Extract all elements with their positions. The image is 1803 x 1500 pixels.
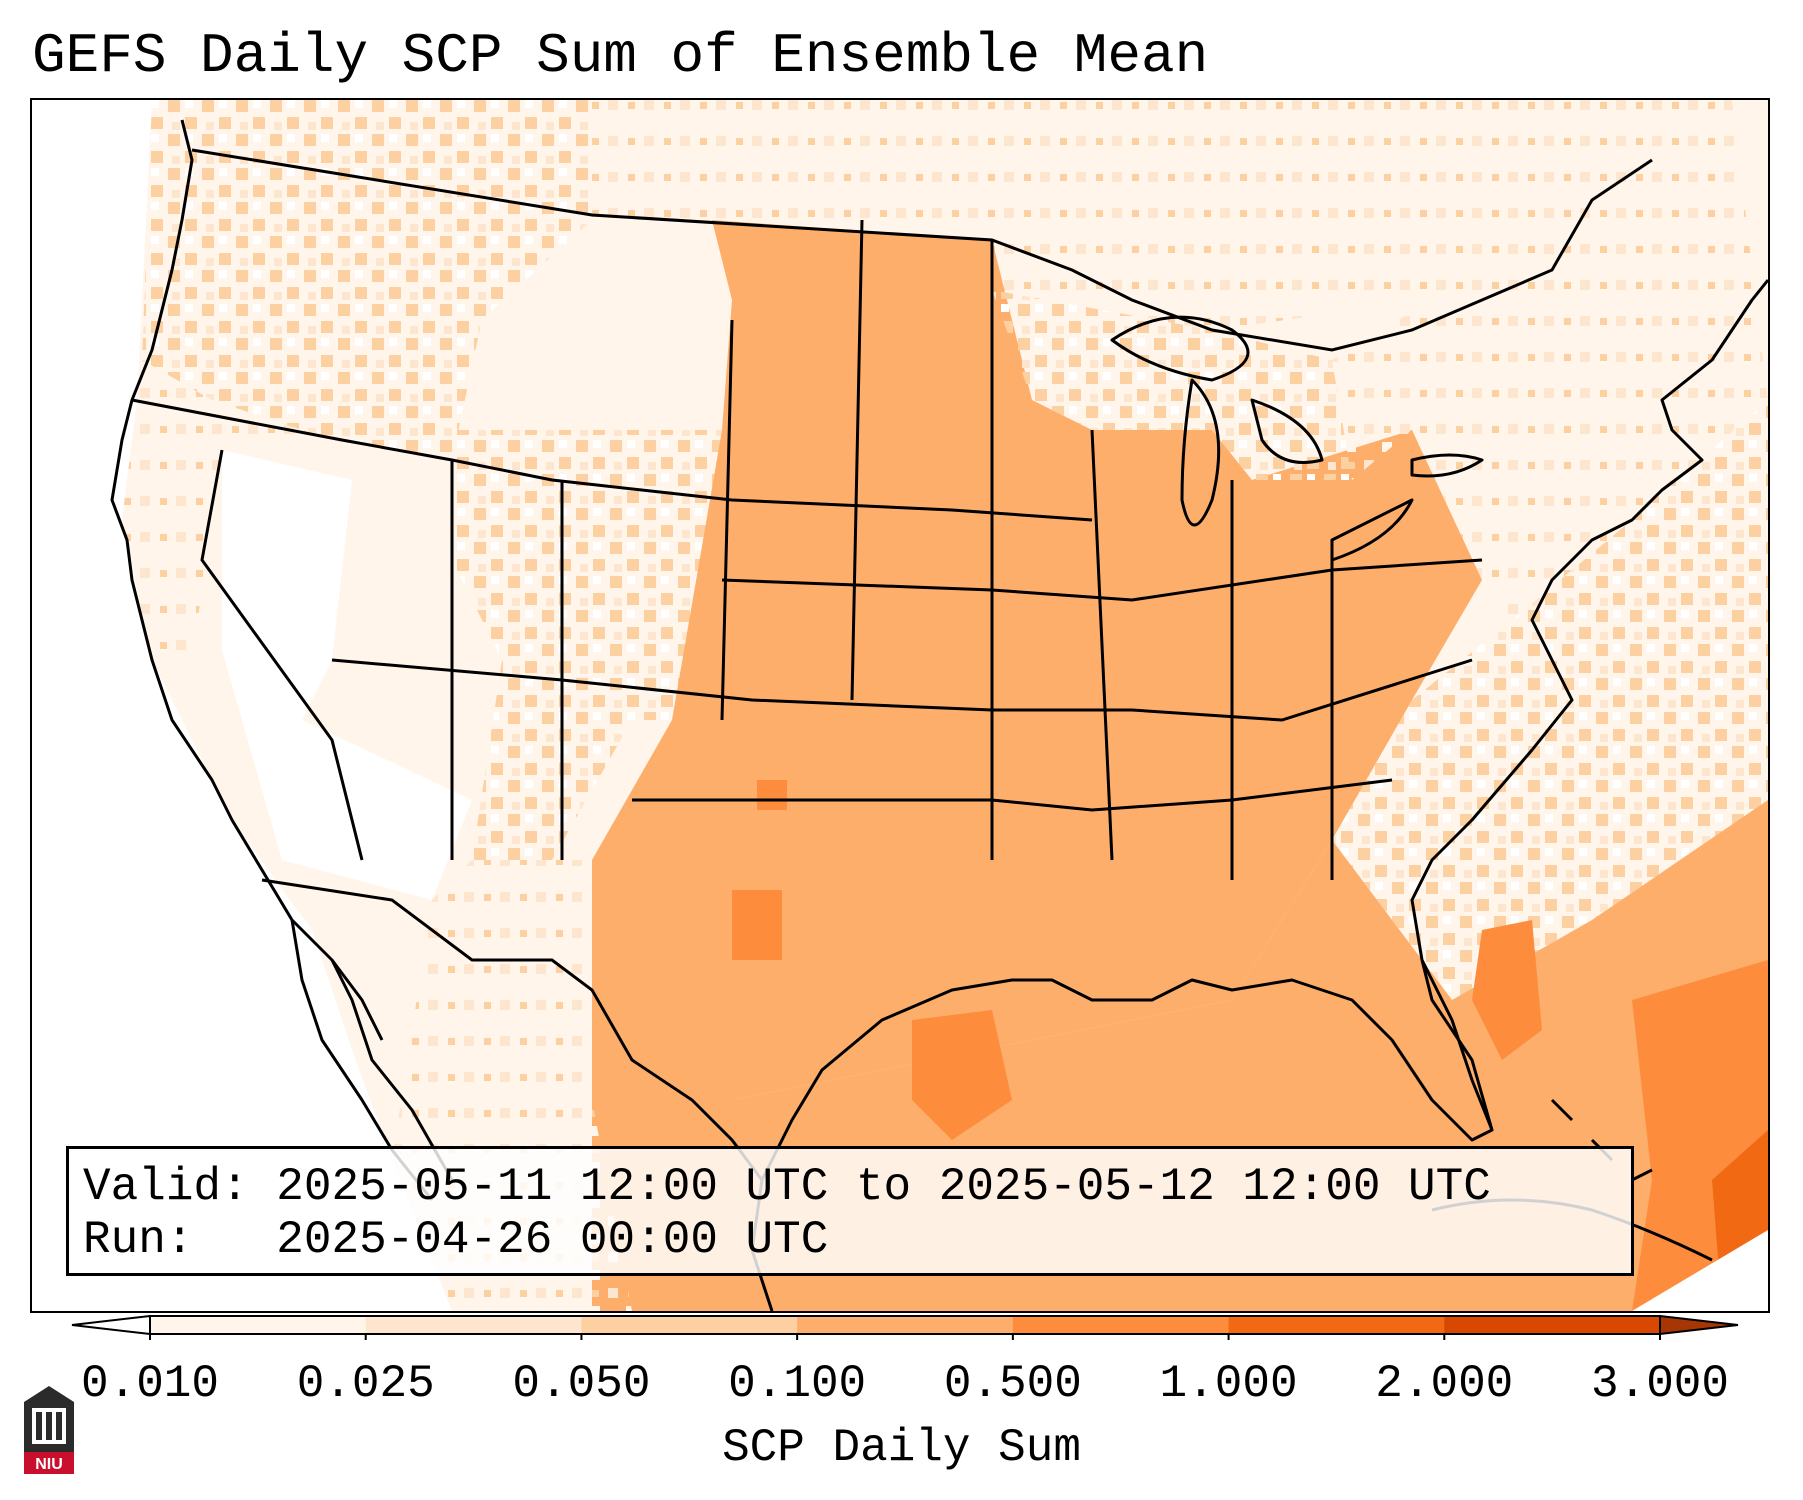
field-projection-edge [1632,1230,1768,1311]
border-states-central [721,558,1483,602]
field-north [592,100,1432,330]
field-great-lakes [992,290,1352,480]
colorbar-tick-label: 0.010 [80,1358,220,1410]
colorbar-segments [71,1314,1739,1336]
validity-info-box: Valid: 2025-05-11 12:00 UTC to 2025-05-1… [66,1146,1634,1276]
border-mexico [261,878,764,1181]
field-northeast [1332,100,1768,620]
field-high-panhandle [757,780,787,810]
valid-label: Valid: [83,1161,249,1213]
field-rockies [452,430,722,860]
field-high-texas [732,890,782,960]
field-high-gulf-west [912,1010,1012,1140]
map-panel [30,98,1770,1313]
lake-superior [1110,315,1250,382]
colorbar-segment [1444,1316,1661,1334]
lake-huron [1250,398,1324,464]
colorbar-extend-min [71,1314,151,1336]
valid-line: Valid: 2025-05-11 12:00 UTC to 2025-05-1… [83,1161,1617,1214]
colorbar-extend-max [1659,1314,1739,1336]
colorbar-segment [797,1316,1014,1334]
run-line: Run: 2025-04-26 00:00 UTC [83,1214,1617,1267]
coast-gulf [760,959,1494,1181]
colorbar-segment [1228,1316,1445,1334]
colorbar-segment [150,1316,367,1334]
colorbar-tick-label: 0.050 [512,1358,651,1410]
colorbar-outline [149,1315,1661,1335]
map-canvas [32,100,1768,1311]
field-northwest [142,100,592,460]
colorbar-tick-label: 0.100 [728,1358,867,1410]
lake-erie [1330,498,1414,562]
run-label: Run: [83,1214,194,1266]
colorbar-ticks [149,1334,1661,1340]
field-high-atlantic [1472,920,1542,1060]
lake-ontario [1410,453,1484,478]
colorbar-tick-labels: 0.010 0.025 0.050 0.100 0.500 1.000 2.000 3.000 [0,1356,1803,1416]
field-west-none [32,100,452,1311]
logo-text: NIU [35,1456,63,1473]
colorbar-tick-label: 0.500 [943,1358,1082,1410]
map-title: GEFS Daily SCP Sum of Ensemble Mean [32,24,1209,88]
field-central-elevated [592,220,1482,1100]
field-southwest-none [222,450,472,900]
colorbar-segment [581,1316,798,1334]
colorbar-tick-label: 3.000 [1590,1358,1730,1410]
colorbar-segment [1012,1316,1230,1334]
border-canada [191,148,1653,352]
colorbar [71,1314,1739,1340]
colorbar-tick-label: 2.000 [1375,1358,1514,1410]
colorbar-title: SCP Daily Sum [722,1422,1081,1474]
field-west-coast [122,360,332,660]
border-states-south [632,778,1393,812]
border-states-north [131,398,1093,522]
niu-building-icon: NIU [24,1386,74,1474]
colorbar-segment [365,1316,582,1334]
border-states-vertical [450,219,1334,880]
coast-florida [1420,959,1494,1131]
border-nevada [200,449,364,861]
colorbar-tick-label: 1.000 [1159,1358,1298,1410]
coast-atlantic [1410,279,1768,961]
run-value: 2025-04-26 00:00 UTC [276,1214,829,1266]
valid-value: 2025-05-11 12:00 UTC to 2025-05-12 12:00… [276,1161,1491,1213]
coast-gulf-california [330,959,454,1181]
map-borders [131,148,1653,1181]
lake-michigan [1180,378,1221,527]
colorbar-tick-label: 0.025 [296,1358,435,1410]
